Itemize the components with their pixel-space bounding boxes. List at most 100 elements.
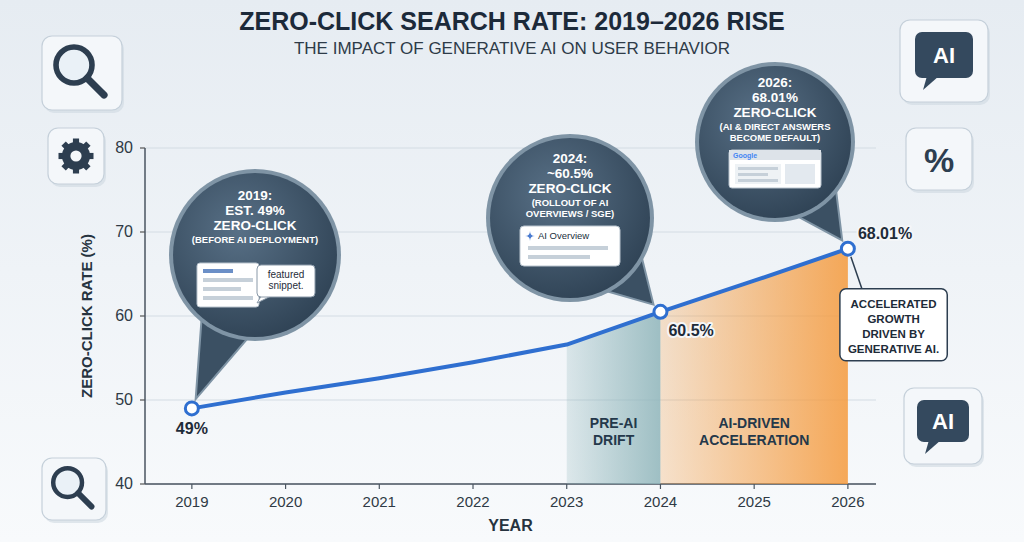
- callout-text: 2019:: [238, 188, 273, 203]
- x-tick: [472, 484, 473, 489]
- note: ACCELERATED GROWTH DRIVEN BY GENERATIVE AI.: [840, 257, 947, 361]
- background: [0, 0, 1024, 542]
- y-axis-title: ZERO-CLICK RATE (%): [78, 234, 95, 398]
- ai-bubble-tail: [925, 440, 941, 454]
- note-text: ACCELERATED: [851, 298, 937, 310]
- x-tick: [285, 484, 286, 489]
- magnifier-handle: [78, 493, 91, 506]
- note-text: GENERATIVE AI.: [848, 343, 939, 355]
- callout-text: (BEFORE AI DEPLOYMENT): [192, 234, 318, 245]
- callout-bubble: [173, 173, 337, 337]
- illustration-line: [738, 167, 778, 170]
- ai-bubble-tail: [923, 76, 939, 90]
- illustration-text: AI Overview: [538, 230, 589, 241]
- x-tick: [379, 484, 380, 489]
- region-label-line: PRE-AI: [590, 415, 637, 431]
- x-tick: [847, 484, 848, 489]
- y-tick-label: 50: [115, 391, 133, 408]
- region-label: PRE-AIDRIFT: [590, 415, 637, 448]
- callout-text: ~60.5%: [547, 166, 593, 181]
- x-tick-label: 2025: [737, 493, 770, 510]
- icon-box: [906, 128, 972, 190]
- callout-text: EST. 49%: [225, 203, 284, 218]
- icon-box: [904, 388, 982, 464]
- illustration-line: [528, 255, 590, 259]
- region-label-line: DRIFT: [593, 432, 635, 448]
- note-text: GROWTH: [867, 313, 919, 325]
- data-point: [841, 242, 854, 255]
- gear-hole: [70, 150, 81, 161]
- x-tick-label: 2021: [363, 493, 396, 510]
- callout-text: BECOME DEFAULT): [730, 132, 821, 143]
- callout-text: (AI & DIRECT ANSWERS: [719, 121, 830, 132]
- data-label: 60.5%: [668, 322, 713, 339]
- illustration-card: [729, 150, 821, 188]
- snippet-box: [257, 265, 315, 297]
- chart: 4050607080201920202021202220232024202520…: [0, 0, 1024, 542]
- data-point: [185, 402, 198, 415]
- title: ZERO-CLICK SEARCH RATE: 2019–2026 RISE: [239, 7, 785, 35]
- y-axis: [144, 148, 146, 484]
- ai-bubble: [915, 32, 973, 78]
- data-point: [654, 305, 667, 318]
- region-label-line: ACCELERATION: [699, 432, 809, 448]
- illustration-line: [203, 287, 241, 291]
- x-tick: [566, 484, 567, 489]
- callout-ring: [695, 62, 855, 222]
- icon-text: AI: [932, 409, 954, 434]
- x-tick: [754, 484, 755, 489]
- icon-box: [42, 36, 122, 110]
- note-connector: [851, 257, 862, 289]
- note-box: [840, 289, 947, 361]
- illustration-panel: [785, 164, 815, 184]
- callout-ring: [169, 169, 341, 341]
- y-tick-label: 80: [115, 139, 133, 156]
- note-text: DRIVEN BY: [862, 328, 925, 340]
- root: 4050607080201920202021202220232024202520…: [0, 0, 1024, 542]
- illustration-text-line: featured: [268, 269, 305, 280]
- callout-text: 2024:: [553, 151, 588, 166]
- x-tick: [191, 484, 192, 489]
- callout: 2024:~60.5%ZERO-CLICK(ROLLOUT OF AIOVERV…: [486, 134, 654, 305]
- magnifier-handle: [87, 78, 104, 95]
- data-label: 68.01%: [858, 225, 912, 242]
- illustration-card: [520, 226, 620, 266]
- region-label: AI-DRIVENACCELERATION: [699, 415, 809, 448]
- x-tick-label: 2023: [550, 493, 583, 510]
- x-tick-label: 2026: [831, 493, 864, 510]
- gear-body: [62, 142, 90, 170]
- illustration-text: Google: [733, 152, 757, 160]
- x-axis-title: YEAR: [488, 517, 533, 534]
- illustration-line: [738, 173, 768, 176]
- subtitle: THE IMPACT OF GENERATIVE AI ON USER BEHA…: [294, 39, 730, 58]
- illustration-line: [203, 278, 253, 282]
- icon-text: %: [924, 141, 954, 179]
- icon-text: AI: [933, 43, 955, 68]
- callout-text: ZERO-CLICK: [213, 218, 296, 233]
- callout-text: 2026:: [758, 75, 793, 90]
- illustration-panel: [735, 164, 781, 184]
- illustration-bar: [729, 150, 821, 160]
- callout-text: 68.01%: [752, 90, 798, 105]
- callout-text: OVERVIEWS / SGE): [526, 208, 615, 219]
- x-tick-label: 2022: [456, 493, 489, 510]
- x-tick: [660, 484, 661, 489]
- icon-box: [48, 128, 104, 184]
- icon-box: [900, 20, 988, 102]
- illustration-line: [528, 246, 608, 250]
- callout-text: ZERO-CLICK: [733, 105, 816, 120]
- y-tick-label: 40: [115, 475, 133, 492]
- data-label: 49%: [176, 420, 208, 437]
- region-label-line: AI-DRIVEN: [718, 415, 790, 431]
- y-tick-label: 70: [115, 223, 133, 240]
- sparkle-icon: [525, 231, 535, 241]
- callout: 2019:EST. 49%ZERO-CLICK(BEFORE AI DEPLOY…: [169, 169, 341, 399]
- x-tick-label: 2020: [269, 493, 302, 510]
- callout-text: (ROLLOUT OF AI: [532, 197, 609, 208]
- illustration-card: [197, 263, 259, 307]
- icon-box: [42, 458, 106, 520]
- region: [660, 249, 847, 484]
- callout-bubble: [490, 138, 650, 298]
- illustration-line: [738, 179, 778, 182]
- ai-bubble: [917, 400, 969, 442]
